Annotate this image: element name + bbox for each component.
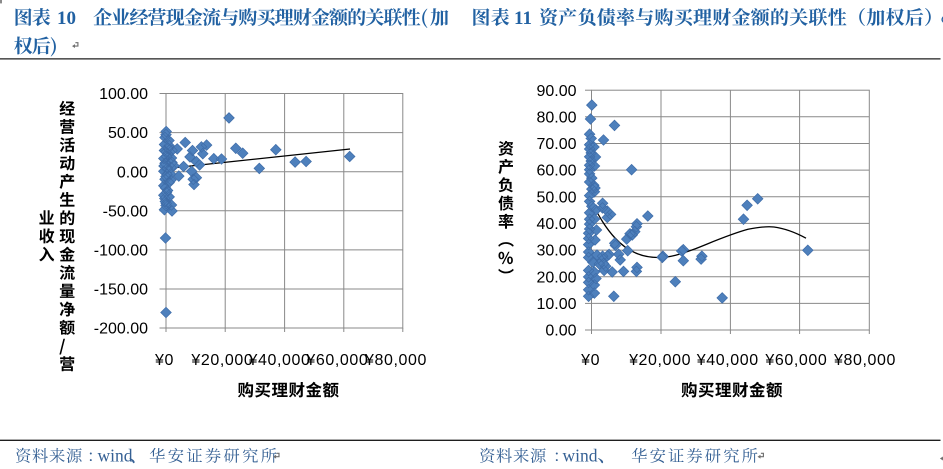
svg-text:30.00: 30.00: [536, 243, 576, 260]
svg-text:80.00: 80.00: [536, 109, 576, 126]
svg-text:wind: wind: [563, 446, 598, 466]
svg-text:¥20,000: ¥20,000: [628, 352, 691, 369]
svg-text:-200.00: -200.00: [94, 321, 148, 338]
svg-text:-50.00: -50.00: [103, 203, 148, 220]
svg-text:¥80,000: ¥80,000: [833, 352, 896, 369]
svg-text:70.00: 70.00: [536, 136, 576, 153]
svg-text:11: 11: [514, 8, 532, 29]
svg-text:¥80,000: ¥80,000: [364, 352, 427, 369]
svg-text:10.00: 10.00: [536, 296, 576, 313]
svg-text:¥20,000: ¥20,000: [190, 352, 253, 369]
svg-text:0.00: 0.00: [545, 323, 576, 340]
svg-text:40.00: 40.00: [536, 216, 576, 233]
svg-text:¥0: ¥0: [154, 352, 174, 369]
svg-text:-100.00: -100.00: [94, 243, 148, 260]
svg-text:¥60,000: ¥60,000: [305, 352, 368, 369]
svg-text:-150.00: -150.00: [94, 282, 148, 299]
svg-text:10: 10: [57, 8, 76, 29]
svg-text:¥40,000: ¥40,000: [247, 352, 310, 369]
svg-text:0.00: 0.00: [117, 164, 148, 181]
svg-text:20.00: 20.00: [536, 269, 576, 286]
svg-text:90.00: 90.00: [536, 83, 576, 100]
svg-text:50.00: 50.00: [536, 189, 576, 206]
svg-text:¥40,000: ¥40,000: [696, 352, 759, 369]
svg-text:¥60,000: ¥60,000: [764, 352, 827, 369]
svg-text:wind: wind: [98, 446, 133, 466]
svg-text:100.00: 100.00: [99, 86, 148, 103]
svg-text:60.00: 60.00: [536, 163, 576, 180]
svg-text:50.00: 50.00: [108, 125, 148, 142]
svg-text:¥0: ¥0: [580, 352, 600, 369]
